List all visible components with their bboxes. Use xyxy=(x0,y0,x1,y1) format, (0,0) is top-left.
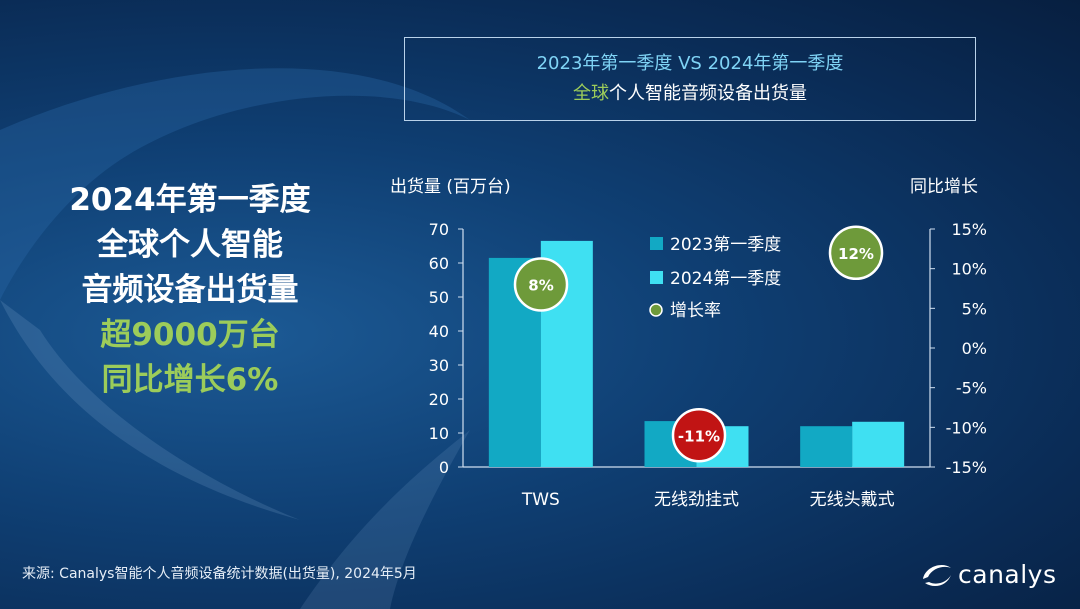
x-tick-label: 无线劲挂式 xyxy=(654,490,739,510)
chart-title-rest: 个人智能音频设备出货量 xyxy=(609,83,807,104)
y2-tick-label: 0% xyxy=(962,339,987,358)
headline-line5: 同比增长6% xyxy=(101,362,279,398)
source-note: 来源: Canalys智能个人音频设备统计数据(出货量), 2024年5月 xyxy=(22,566,417,582)
legend-label-growth: 增长率 xyxy=(670,301,721,321)
bar-2024-2 xyxy=(852,421,905,467)
headline-line2: 全球个人智能 xyxy=(97,227,283,263)
y-tick-label: 20 xyxy=(429,390,449,409)
x-tick-label: TWS xyxy=(521,490,560,510)
y2-tick-label: -10% xyxy=(946,418,987,437)
y-tick-label: 0 xyxy=(439,458,449,477)
y-tick-label: 50 xyxy=(429,288,449,307)
chart-title-line2: 全球个人智能音频设备出货量 xyxy=(573,79,807,109)
y-tick-label: 60 xyxy=(429,254,449,273)
headline-line3: 音频设备出货量 xyxy=(81,272,299,308)
headline-line4: 超9000万台 xyxy=(100,317,280,353)
y2-tick-label: -5% xyxy=(956,379,987,398)
y-tick-label: 30 xyxy=(429,356,449,375)
x-tick-label: 无线头戴式 xyxy=(810,490,895,510)
legend-swatch-growth xyxy=(649,303,663,317)
y-axis-title: 出货量 (百万台) xyxy=(390,177,511,197)
growth-marker xyxy=(513,257,569,312)
y2-tick-label: 15% xyxy=(951,220,987,239)
growth-label: 12% xyxy=(838,245,874,263)
y-tick-label: 40 xyxy=(429,322,449,341)
chart-title-line1: 2023年第一季度 VS 2024年第一季度 xyxy=(536,53,844,74)
canalys-logo: canalys xyxy=(920,555,1065,593)
chart-title-box: 2023年第一季度 VS 2024年第一季度 全球个人智能音频设备出货量 xyxy=(404,37,976,121)
legend-label-1: 2024第一季度 xyxy=(670,269,781,289)
growth-marker xyxy=(828,225,884,281)
y-tick-label: 10 xyxy=(429,424,449,443)
canalys-logo-text: canalys xyxy=(958,559,1057,589)
y-tick-label: 70 xyxy=(429,220,449,239)
bar-2023-2 xyxy=(800,426,853,467)
y2-axis-title: 同比增长 xyxy=(910,177,978,197)
growth-marker xyxy=(671,408,727,463)
growth-label: 8% xyxy=(528,277,553,295)
headline-line1: 2024年第一季度 xyxy=(69,182,311,218)
chart-title-highlight: 全球 xyxy=(573,83,609,104)
y2-tick-label: 5% xyxy=(962,299,987,318)
growth-label: -11% xyxy=(678,427,720,445)
y2-tick-label: -15% xyxy=(946,458,987,477)
canalys-logo-icon xyxy=(923,565,951,587)
y2-tick-label: 10% xyxy=(951,260,987,279)
legend-label-0: 2023第一季度 xyxy=(670,235,781,255)
legend-swatch-0 xyxy=(650,237,663,250)
headline: 2024年第一季度 全球个人智能 音频设备出货量 超9000万台 同比增长6% xyxy=(30,178,350,403)
legend-swatch-1 xyxy=(650,271,663,284)
